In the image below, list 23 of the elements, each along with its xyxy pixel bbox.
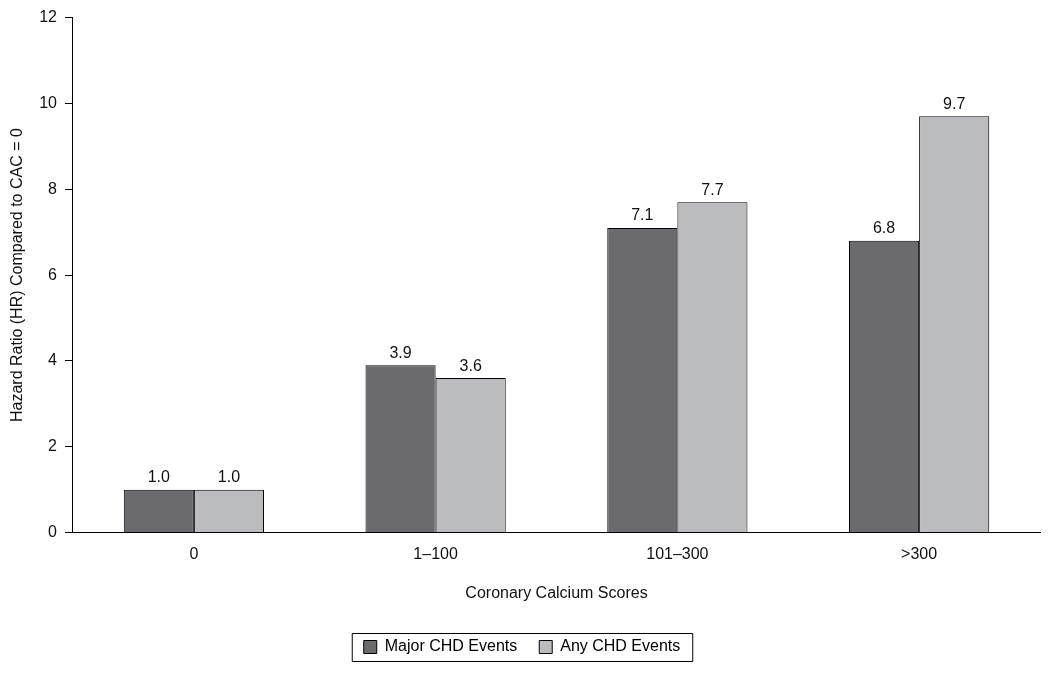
data-label: 1.0 [147,468,171,486]
y-tick-label: 8 [48,179,58,197]
y-tick-label: 2 [48,437,58,455]
data-label: 7.7 [701,180,724,198]
legend-label: Major CHD Events [384,637,518,655]
x-tick-label: 0 [189,544,199,562]
data-label: 7.1 [631,206,654,224]
y-tick-label: 6 [48,265,58,283]
x-tick-label: 101–300 [646,544,709,562]
data-label: 6.8 [872,219,896,237]
x-axis-title: Coronary Calcium Scores [465,583,648,601]
data-label: 9.7 [943,94,966,112]
y-tick-label: 12 [39,8,58,26]
legend-label: Any CHD Events [560,637,681,655]
data-label: 3.6 [459,356,482,374]
data-label: 3.9 [389,343,412,361]
x-tick-label: >300 [901,544,938,562]
x-tick-label: 1–100 [413,544,458,562]
y-axis-title: Hazard Ratio (HR) Compared to CAC = 0 [8,128,26,423]
y-tick-label: 4 [48,351,58,369]
y-tick-label: 0 [48,523,58,541]
data-label: 1.0 [217,468,241,486]
y-tick-label: 10 [39,93,58,111]
